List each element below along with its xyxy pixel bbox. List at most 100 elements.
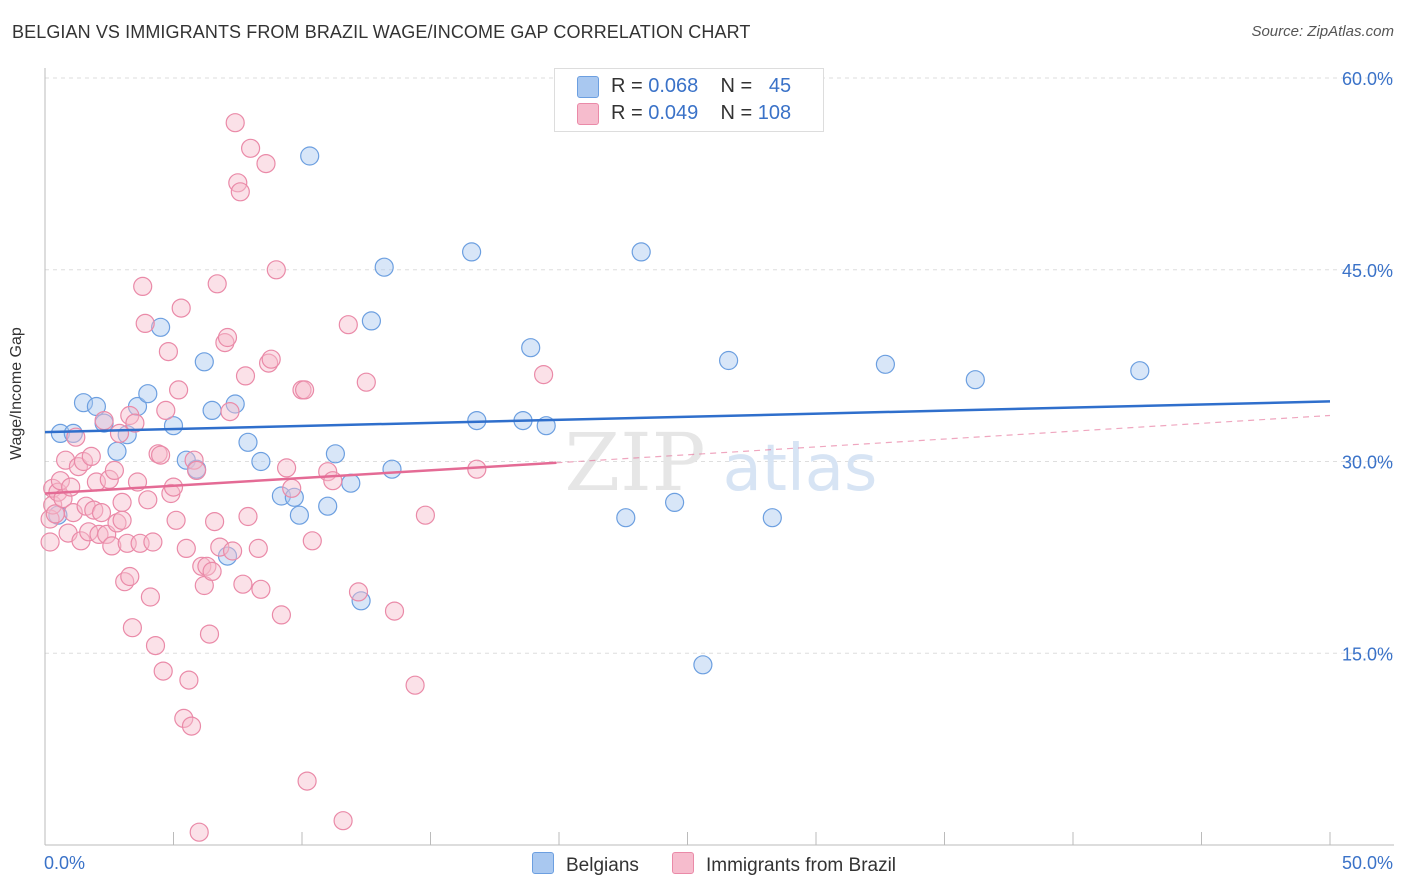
watermark-atlas: atlas	[723, 432, 878, 506]
data-point-brazil	[295, 380, 315, 400]
data-point-brazil	[215, 333, 235, 353]
data-point-belgians	[138, 384, 158, 404]
data-point-brazil	[104, 460, 125, 480]
y-tick-label: 60.0%	[1342, 69, 1393, 89]
data-point-brazil	[140, 587, 160, 607]
data-point-brazil	[256, 154, 276, 174]
data-point-belgians	[462, 242, 482, 262]
data-point-brazil	[277, 458, 297, 478]
legend-r-value-belgians: 0.068	[648, 75, 699, 97]
data-point-belgians	[382, 459, 402, 479]
data-point-brazil	[94, 411, 114, 431]
data-point-belgians	[762, 508, 782, 528]
trend-line-brazil	[44, 461, 557, 495]
data-point-brazil	[333, 811, 353, 831]
data-point-brazil	[467, 459, 487, 479]
data-point-brazil	[120, 566, 140, 587]
data-point-brazil	[323, 471, 343, 491]
data-point-brazil	[68, 457, 89, 477]
data-point-brazil	[112, 510, 132, 530]
data-point-belgians	[194, 352, 214, 372]
data-point-brazil	[205, 511, 225, 532]
gridlines	[45, 77, 1394, 654]
legend-n-label: N =	[720, 102, 753, 124]
bottom-legend-swatch-belgians	[532, 852, 554, 874]
data-point-brazil	[225, 113, 245, 133]
bottom-legend-swatch-brazil	[672, 852, 694, 874]
watermark-zip: ZIP	[564, 416, 705, 509]
data-point-brazil	[302, 531, 322, 551]
data-point-belgians	[238, 432, 258, 452]
data-point-brazil	[189, 822, 209, 842]
data-point-belgians	[341, 473, 361, 493]
data-point-brazil	[138, 490, 158, 510]
legend-r-label: R =	[611, 102, 643, 124]
data-point-brazil	[207, 274, 227, 294]
data-point-brazil	[261, 349, 281, 369]
data-point-brazil	[143, 532, 163, 552]
data-point-brazil	[145, 635, 166, 656]
data-point-belgians	[718, 350, 739, 371]
data-point-brazil	[233, 574, 253, 594]
data-point-brazil	[220, 402, 240, 422]
data-point-brazil	[533, 365, 554, 385]
data-point-brazil	[115, 572, 135, 592]
trend-lines	[44, 400, 1331, 495]
data-point-brazil	[53, 489, 73, 509]
data-points	[40, 113, 1150, 842]
data-point-belgians	[361, 311, 381, 331]
y-tick-label: 45.0%	[1342, 261, 1393, 281]
data-point-brazil	[135, 313, 155, 333]
bottom-legend-label-belgians: Belgians	[566, 855, 639, 876]
data-point-brazil	[176, 538, 196, 559]
data-point-brazil	[81, 446, 101, 466]
data-point-belgians	[300, 146, 320, 166]
data-point-brazil	[248, 538, 268, 559]
data-point-brazil	[151, 445, 171, 465]
legend-n-label: N =	[720, 75, 753, 97]
data-point-belgians	[251, 451, 271, 472]
data-point-brazil	[384, 601, 405, 621]
trend-line-brazil-extension	[556, 414, 1331, 464]
data-point-belgians	[693, 655, 713, 675]
data-point-brazil	[89, 524, 109, 545]
watermark: ZIP atlas	[564, 416, 877, 509]
data-point-brazil	[271, 605, 291, 625]
data-point-brazil	[223, 541, 243, 561]
data-point-belgians	[965, 370, 985, 390]
data-point-brazil	[338, 315, 358, 335]
x-tick-label: 50.0%	[1342, 853, 1393, 873]
data-point-brazil	[133, 276, 153, 296]
data-point-belgians	[374, 257, 394, 277]
legend-r-value-brazil: 0.049	[648, 102, 699, 124]
data-point-belgians	[616, 508, 636, 528]
data-point-belgians	[521, 338, 541, 358]
legend-r-label: R =	[611, 75, 643, 97]
data-point-belgians	[631, 242, 651, 262]
y-tick-label: 30.0%	[1342, 453, 1393, 473]
data-point-brazil	[179, 670, 199, 690]
data-point-brazil	[238, 506, 258, 527]
tick-labels: 15.0% 30.0% 45.0% 60.0% 0.0% 50.0%	[44, 69, 1393, 873]
data-point-brazil	[348, 582, 369, 602]
data-point-brazil	[210, 537, 230, 557]
trend-line-belgians	[44, 400, 1331, 434]
data-point-brazil	[102, 536, 122, 556]
data-point-brazil	[166, 510, 186, 530]
data-point-brazil	[405, 675, 425, 695]
data-point-belgians	[1130, 361, 1150, 381]
data-point-brazil	[112, 492, 132, 512]
correlation-legend: R = 0.068 N = 45 R = 0.049 N = 108	[554, 68, 824, 132]
x-tick-label: 0.0%	[44, 853, 85, 873]
data-point-brazil	[156, 400, 176, 420]
data-point-brazil	[169, 380, 189, 400]
data-point-brazil	[109, 423, 130, 443]
data-point-brazil	[356, 372, 376, 392]
data-point-brazil	[153, 661, 173, 681]
data-point-brazil	[202, 561, 222, 582]
data-point-belgians	[107, 441, 127, 461]
data-point-belgians	[318, 496, 338, 516]
data-point-brazil	[197, 556, 217, 576]
data-point-belgians	[325, 444, 345, 464]
